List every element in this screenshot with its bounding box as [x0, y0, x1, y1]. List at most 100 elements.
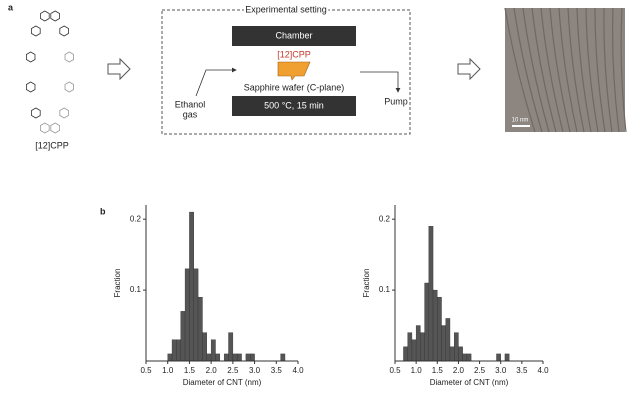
hexagon	[31, 107, 41, 119]
bar	[458, 346, 463, 362]
x-tick-label: 3.5	[516, 366, 528, 375]
hexagon	[50, 10, 60, 22]
bar	[202, 332, 207, 362]
texture-line	[567, 7, 585, 133]
ethanol-label: gas	[183, 109, 198, 119]
hexagon	[64, 81, 74, 93]
bar	[403, 346, 408, 362]
process-arrow	[457, 57, 481, 81]
texture-line	[620, 7, 627, 133]
bar	[210, 339, 216, 362]
texture-line	[594, 7, 606, 133]
texture-line	[585, 7, 599, 133]
y-tick-label: 0.1	[130, 285, 142, 294]
bar	[180, 311, 186, 362]
y-axis-label: Fraction	[113, 269, 122, 298]
bar	[223, 353, 229, 362]
bar	[496, 353, 501, 362]
bar	[424, 282, 430, 362]
bar	[197, 296, 203, 362]
x-tick-label: 4.0	[537, 366, 549, 375]
bar	[215, 353, 221, 362]
panel-label: b	[100, 206, 106, 216]
texture-line	[531, 7, 557, 133]
ethanol-label: Ethanol	[175, 99, 206, 109]
bar	[407, 332, 413, 362]
molecule-label: [12]CPP	[35, 140, 69, 150]
hexagon	[59, 107, 69, 119]
bar	[193, 268, 199, 362]
y-tick-label: 0.2	[379, 214, 391, 223]
bar	[280, 353, 286, 362]
panel-label: a	[8, 2, 14, 12]
bar	[432, 289, 438, 362]
setting-box	[161, 9, 411, 135]
texture-line	[513, 7, 543, 133]
bar	[504, 353, 510, 362]
x-axis-label: Diameter of CNT (nm)	[183, 378, 262, 387]
hexagon	[26, 81, 36, 93]
pump-label: Pump	[384, 96, 408, 106]
bar	[228, 332, 234, 362]
texture-line	[576, 7, 592, 133]
texture-line	[522, 7, 550, 133]
hexagon	[40, 10, 50, 22]
catalyst-icon	[277, 61, 311, 81]
bar	[420, 332, 425, 362]
scale-label: 10 nm	[512, 118, 529, 124]
x-tick-label: 0.5	[389, 366, 401, 375]
x-tick-label: 3.5	[271, 366, 283, 375]
x-tick-label: 3.0	[495, 366, 507, 375]
box-title: Experimental setting	[245, 4, 327, 14]
catalyst-label: [12]CPP	[277, 49, 311, 59]
bar	[245, 353, 251, 362]
molecule	[26, 10, 74, 134]
bar	[236, 353, 242, 362]
x-tick-label: 0.5	[140, 366, 152, 375]
y-tick-label: 0.1	[379, 285, 391, 294]
y-tick-label: 0.2	[130, 214, 142, 223]
bar	[411, 339, 417, 362]
chamber-label: Chamber	[275, 30, 312, 40]
x-tick-label: 2.5	[227, 366, 239, 375]
texture-line	[558, 7, 578, 133]
bar	[437, 296, 442, 362]
texture-line	[504, 7, 536, 133]
chamber-bottom	[232, 96, 356, 116]
pump-arrow	[360, 71, 401, 93]
bar	[462, 353, 468, 362]
process-arrow	[107, 57, 131, 81]
x-tick-label: 2.5	[474, 366, 486, 375]
hexagon	[50, 122, 60, 134]
hexagon	[40, 122, 50, 134]
bar	[466, 353, 472, 362]
x-tick-label: 2.0	[453, 366, 465, 375]
texture-line	[540, 7, 564, 133]
texture-line	[549, 7, 571, 133]
tem-image	[505, 8, 625, 132]
hexagon	[31, 25, 41, 37]
bar	[445, 318, 451, 362]
x-axis-label: Diameter of CNT (nm)	[430, 378, 509, 387]
bar	[454, 332, 459, 362]
hexagon	[26, 51, 36, 63]
substrate-label: Sapphire wafer (C-plane)	[244, 82, 345, 92]
bar	[441, 325, 446, 362]
tem-texture	[504, 7, 627, 133]
hexagon	[64, 51, 74, 63]
bar	[167, 353, 173, 362]
x-tick-label: 2.0	[206, 366, 218, 375]
bar	[415, 325, 421, 362]
chamber-top	[232, 26, 356, 46]
x-tick-label: 1.5	[184, 366, 196, 375]
bar	[171, 339, 177, 362]
hexagon	[59, 25, 69, 37]
bar	[206, 353, 212, 362]
bar	[184, 268, 190, 362]
texture-line	[612, 7, 620, 133]
x-tick-label: 3.0	[249, 366, 261, 375]
bar	[250, 353, 255, 362]
bar	[189, 211, 194, 362]
bar	[232, 353, 238, 362]
x-tick-label: 1.5	[432, 366, 444, 375]
